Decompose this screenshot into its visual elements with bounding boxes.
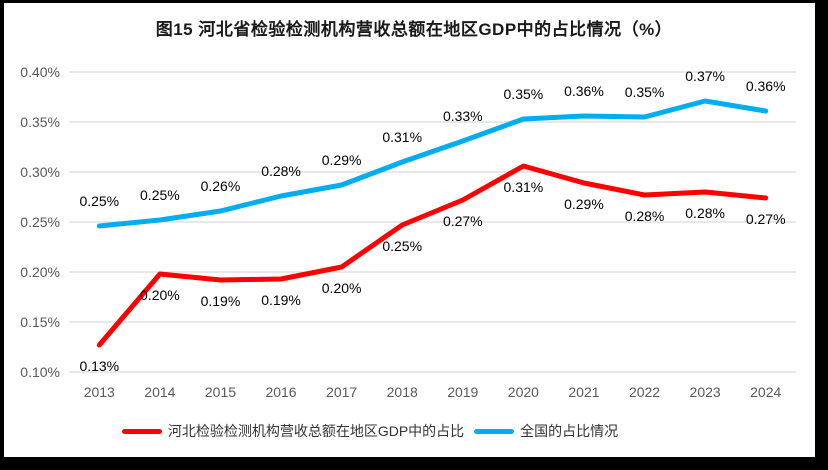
y-tick-label: 0.25% (20, 214, 60, 230)
x-tick-label: 2019 (447, 384, 478, 400)
data-label: 0.25% (382, 238, 422, 254)
y-tick-label: 0.40% (20, 64, 60, 80)
data-label: 0.25% (79, 193, 119, 209)
legend-swatch-red-line (121, 428, 162, 434)
x-tick-label: 2017 (326, 384, 357, 400)
data-label: 0.20% (140, 287, 180, 303)
series-line-1 (96, 98, 769, 229)
legend-label-hebei: 河北检验检测机构营收总额在地区GDP中的占比 (167, 423, 465, 439)
x-tick-label: 2013 (84, 384, 115, 400)
data-label: 0.37% (685, 68, 725, 84)
data-label: 0.19% (261, 292, 301, 308)
data-label: 0.27% (443, 213, 483, 229)
x-tick-label: 2018 (387, 384, 418, 400)
legend-item-hebei: 河北检验检测机构营收总额在地区GDP中的占比 (121, 421, 465, 441)
data-label: 0.36% (564, 83, 604, 99)
chart-title: 图15 河北省检验检测机构营收总额在地区GDP中的占比情况（%） (155, 20, 673, 39)
data-label: 0.36% (746, 78, 786, 94)
x-tick-label: 2015 (205, 384, 236, 400)
legend-label-national: 全国的占比情况 (520, 423, 619, 439)
x-tick-label: 2016 (265, 384, 296, 400)
x-tick-label: 2020 (508, 384, 539, 400)
data-label: 0.29% (564, 196, 604, 212)
series-line-0 (96, 163, 769, 348)
data-label: 0.27% (746, 211, 786, 227)
data-label: 0.31% (504, 179, 544, 195)
data-label: 0.20% (322, 280, 362, 296)
x-tick-label: 2024 (750, 384, 781, 400)
y-tick-label: 0.30% (20, 164, 60, 180)
x-tick-label: 2021 (568, 384, 599, 400)
x-tick-label: 2014 (144, 384, 175, 400)
y-tick-label: 0.10% (20, 364, 60, 380)
data-label: 0.31% (382, 129, 422, 145)
data-label: 0.13% (79, 358, 119, 374)
y-tick-label: 0.20% (20, 264, 60, 280)
data-label: 0.33% (443, 108, 483, 124)
y-tick-label: 0.15% (20, 314, 60, 330)
data-label: 0.29% (322, 152, 362, 168)
legend-item-national: 全国的占比情况 (474, 421, 618, 441)
legend: 河北检验检测机构营收总额在地区GDP中的占比 全国的占比情况 (0, 421, 784, 441)
data-label: 0.28% (261, 163, 301, 179)
data-label: 0.19% (201, 293, 241, 309)
data-label: 0.26% (201, 178, 241, 194)
data-label: 0.25% (140, 187, 180, 203)
x-tick-label: 2023 (690, 384, 721, 400)
data-label: 0.35% (504, 86, 544, 102)
data-label: 0.28% (685, 205, 725, 221)
data-label: 0.28% (625, 208, 665, 224)
x-tick-label: 2022 (629, 384, 660, 400)
y-tick-label: 0.35% (20, 114, 60, 130)
chart-background (4, 3, 815, 457)
data-label: 0.35% (625, 84, 665, 100)
legend-swatch-blue-line (474, 428, 515, 434)
